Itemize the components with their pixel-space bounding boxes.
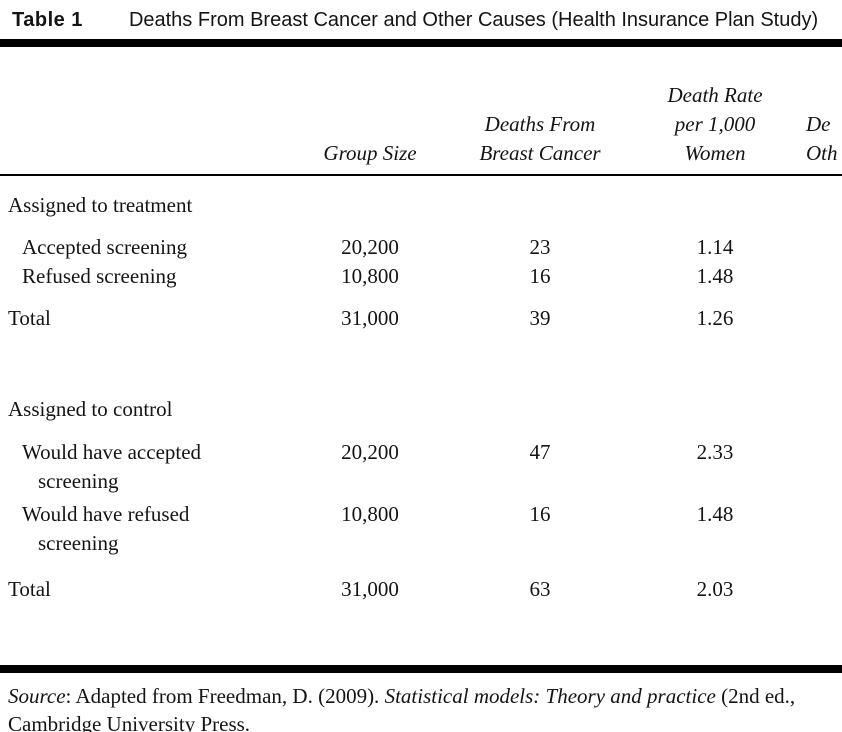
row-label: Accepted screening: [22, 235, 187, 259]
col-header-line: De: [806, 112, 831, 136]
section-header-treatment: Assigned to treatment: [8, 193, 193, 217]
cell-empty: [790, 262, 842, 291]
table-number: Table 1: [12, 9, 83, 31]
row-label: Refused screening: [22, 264, 177, 288]
cell-death-rate: 1.26: [696, 306, 734, 330]
source-note-line2: Cambridge University Press.: [8, 712, 251, 732]
header-rule: [0, 174, 842, 176]
cell-deaths: 39: [529, 306, 551, 330]
cell-empty: [790, 575, 842, 604]
cell-empty: [790, 438, 842, 496]
cell-deaths: 63: [529, 577, 551, 601]
table-row-would-have-refused: Would have refused screening 10,800 16 1…: [0, 500, 842, 558]
control-rows: Would have accepted screening 20,200 47 …: [0, 438, 842, 558]
table-title: Deaths From Breast Cancer and Other Caus…: [128, 9, 819, 31]
source-note-line1: Source: Adapted from Freedman, D. (2009)…: [8, 682, 842, 710]
treatment-rows: Accepted screening 20,200 23 1.14 Refuse…: [0, 233, 842, 291]
row-label: Would have accepted screening: [0, 438, 300, 496]
col-header-line: Death Rate: [667, 83, 763, 107]
row-label-line: screening: [38, 531, 119, 555]
cell-death-rate: 1.48: [696, 264, 734, 288]
source-book-title: Statistical models: Theory and practice: [384, 684, 716, 708]
cell-group-size: 10,800: [341, 502, 399, 526]
cell-death-rate: 2.33: [696, 440, 734, 464]
col-header-deaths-other-clipped: De Oth: [790, 110, 842, 168]
table-row-accepted-screening: Accepted screening 20,200 23 1.14: [0, 233, 842, 262]
cell-group-size: 31,000: [341, 577, 399, 601]
cell-death-rate: 1.48: [696, 502, 734, 526]
table-row-refused-screening: Refused screening 10,800 16 1.48: [0, 262, 842, 291]
cell-group-size: 20,200: [341, 235, 399, 259]
source-word: Source: [8, 684, 66, 708]
row-label: Total: [8, 306, 51, 330]
cell-deaths: 47: [529, 440, 551, 464]
col-header-line: Oth: [806, 141, 838, 165]
row-label-line: Would have refused: [22, 502, 190, 526]
row-label: Total: [8, 577, 51, 601]
column-header-row: Group Size Deaths From Breast Cancer Dea…: [0, 47, 842, 174]
source-note: Source: Adapted from Freedman, D. (2009)…: [0, 682, 842, 732]
cell-group-size: 20,200: [341, 440, 399, 464]
cell-empty: [790, 500, 842, 558]
cell-death-rate: 2.03: [696, 577, 734, 601]
col-header-line: Breast Cancer: [479, 141, 601, 165]
row-label: Would have refused screening: [0, 500, 300, 558]
row-label-line: Would have accepted: [22, 440, 202, 464]
cell-group-size: 10,800: [341, 264, 399, 288]
col-header-line: Deaths From: [484, 112, 596, 136]
table-row-treatment-total: Total 31,000 39 1.26: [0, 304, 842, 333]
source-text: : Adapted from Freedman, D. (2009).: [65, 684, 385, 708]
cell-deaths: 16: [529, 264, 551, 288]
bottom-rule: [0, 665, 842, 673]
col-header-group-size: Group Size: [300, 139, 440, 168]
row-label-line: screening: [38, 469, 119, 493]
table-row-control-total: Total 31,000 63 2.03: [0, 575, 842, 604]
col-header-line: Group Size: [323, 141, 417, 165]
col-header-death-rate: Death Rate per 1,000 Women: [640, 81, 790, 168]
cell-deaths: 16: [529, 502, 551, 526]
source-text: (2nd ed.,: [715, 684, 796, 708]
cell-empty: [790, 233, 842, 262]
cell-death-rate: 1.14: [696, 235, 734, 259]
table-row-would-have-accepted: Would have accepted screening 20,200 47 …: [0, 438, 842, 496]
col-header-line: Women: [684, 141, 746, 165]
col-header-deaths-breast-cancer: Deaths From Breast Cancer: [440, 110, 640, 168]
cell-group-size: 31,000: [341, 306, 399, 330]
section-header-control: Assigned to control: [8, 397, 173, 421]
top-rule: [0, 39, 842, 47]
cell-deaths: 23: [529, 235, 551, 259]
table-caption: Table 1 Deaths From Breast Cancer and Ot…: [0, 0, 842, 39]
col-header-line: per 1,000: [674, 112, 756, 136]
cell-empty: [790, 304, 842, 333]
